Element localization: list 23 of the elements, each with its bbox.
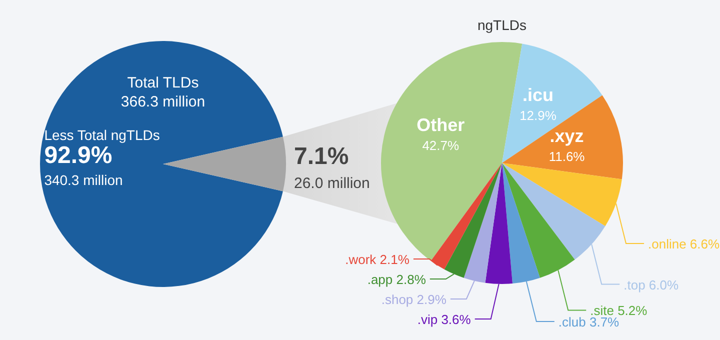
slice-label: .app 2.8% (367, 272, 426, 287)
slice-label: .shop 2.9% (381, 292, 447, 307)
text: 340.3 million (44, 172, 123, 188)
text: 366.3 million (120, 94, 206, 111)
slice-label: Other (416, 115, 465, 136)
chart-title: ngTLDs (477, 17, 527, 33)
pie-slice (163, 136, 286, 192)
slice-label: Less Total ngTLDs (44, 127, 160, 143)
text: 26.0 million (294, 175, 370, 192)
data-label: 12.9% (520, 108, 557, 124)
pie-slice (502, 44, 602, 163)
data-label: 42.7% (422, 138, 460, 154)
slice-label: .top 6.0% (624, 277, 679, 292)
slice-label: .vip 3.6% (417, 312, 472, 327)
data-label: 7.1% (294, 143, 349, 170)
slice-label: .online 6.6% (648, 236, 720, 252)
data-label: 11.6% (548, 148, 586, 164)
pie-slice (40, 41, 283, 287)
data-label: 92.9% (44, 142, 112, 169)
text: Total TLDs (127, 74, 199, 92)
slice-label: .icu (522, 85, 554, 106)
slice-label: .xyz (550, 126, 584, 146)
slice-label: .work 2.1% (345, 252, 410, 267)
